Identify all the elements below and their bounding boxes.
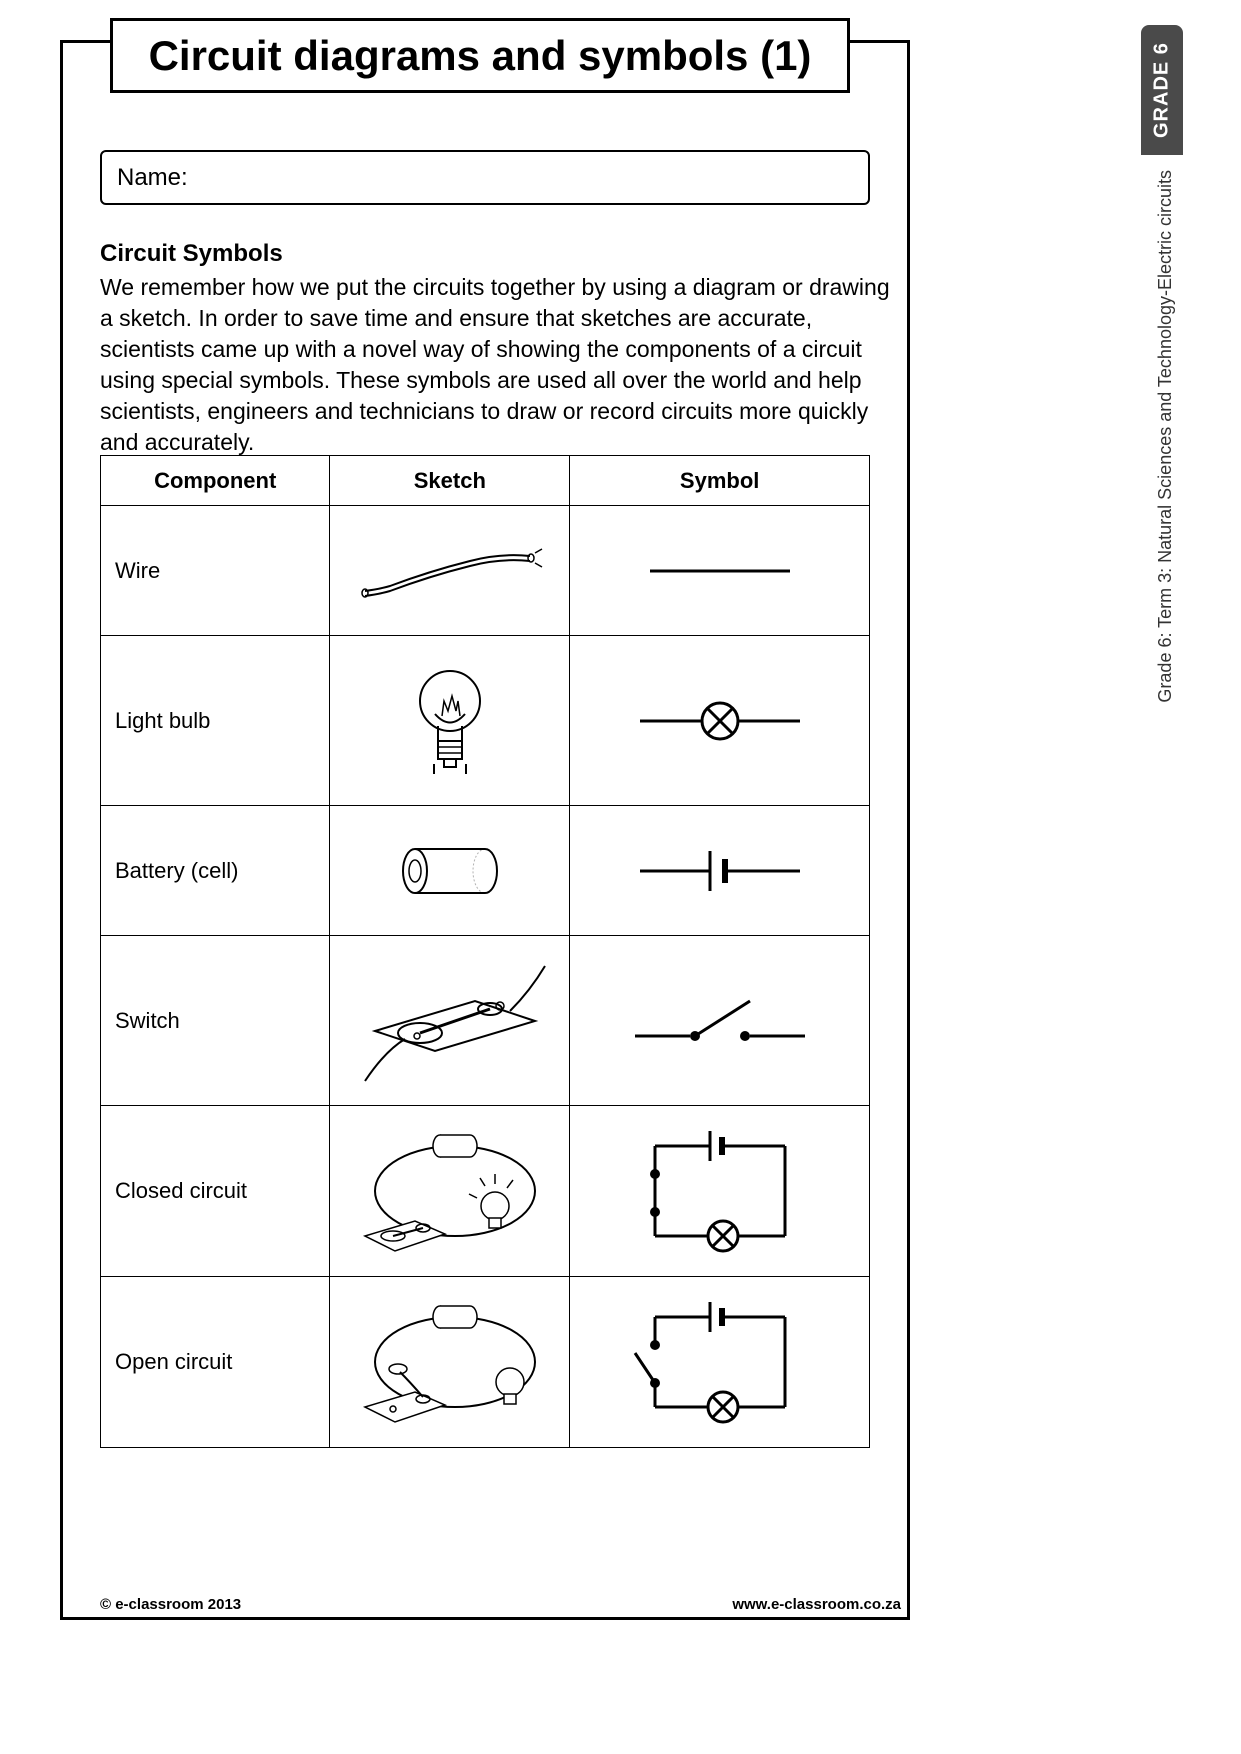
- section-heading: Circuit Symbols: [100, 240, 283, 268]
- sketch-cell-open-circuit: [330, 1277, 570, 1448]
- header-sketch: Sketch: [330, 456, 570, 506]
- circuit-symbols-table: Component Sketch Symbol Wire: [100, 455, 870, 1448]
- header-component: Component: [101, 456, 330, 506]
- footer-copyright: © e-classroom 2013: [100, 1596, 241, 1613]
- component-cell: Switch: [101, 936, 330, 1106]
- component-cell: Light bulb: [101, 636, 330, 806]
- component-cell: Battery (cell): [101, 806, 330, 936]
- page-title: Circuit diagrams and symbols (1): [110, 18, 850, 93]
- symbol-cell-switch: [570, 936, 870, 1106]
- table-row: Battery (cell): [101, 806, 870, 936]
- symbol-cell-closed-circuit: [570, 1106, 870, 1277]
- table-row: Wire: [101, 506, 870, 636]
- table-row: Switch: [101, 936, 870, 1106]
- sketch-cell-closed-circuit: [330, 1106, 570, 1277]
- symbol-cell-bulb: [570, 636, 870, 806]
- sketch-cell-battery: [330, 806, 570, 936]
- sketch-cell-wire: [330, 506, 570, 636]
- symbol-cell-wire: [570, 506, 870, 636]
- component-cell: Wire: [101, 506, 330, 636]
- component-cell: Open circuit: [101, 1277, 330, 1448]
- table-row: Closed circuit: [101, 1106, 870, 1277]
- sketch-cell-switch: [330, 936, 570, 1106]
- grade-tab: GRADE 6: [1141, 25, 1183, 155]
- intro-paragraph: We remember how we put the circuits toge…: [100, 272, 890, 458]
- table-row: Open circuit: [101, 1277, 870, 1448]
- component-cell: Closed circuit: [101, 1106, 330, 1277]
- side-description: Grade 6: Term 3: Natural Sciences and Te…: [1155, 170, 1176, 703]
- sketch-cell-bulb: [330, 636, 570, 806]
- symbol-cell-open-circuit: [570, 1277, 870, 1448]
- table-row: Light bulb: [101, 636, 870, 806]
- symbol-cell-battery: [570, 806, 870, 936]
- header-symbol: Symbol: [570, 456, 870, 506]
- name-input-field[interactable]: Name:: [100, 150, 870, 205]
- footer-url: www.e-classroom.co.za: [732, 1596, 901, 1613]
- name-label: Name:: [117, 164, 188, 192]
